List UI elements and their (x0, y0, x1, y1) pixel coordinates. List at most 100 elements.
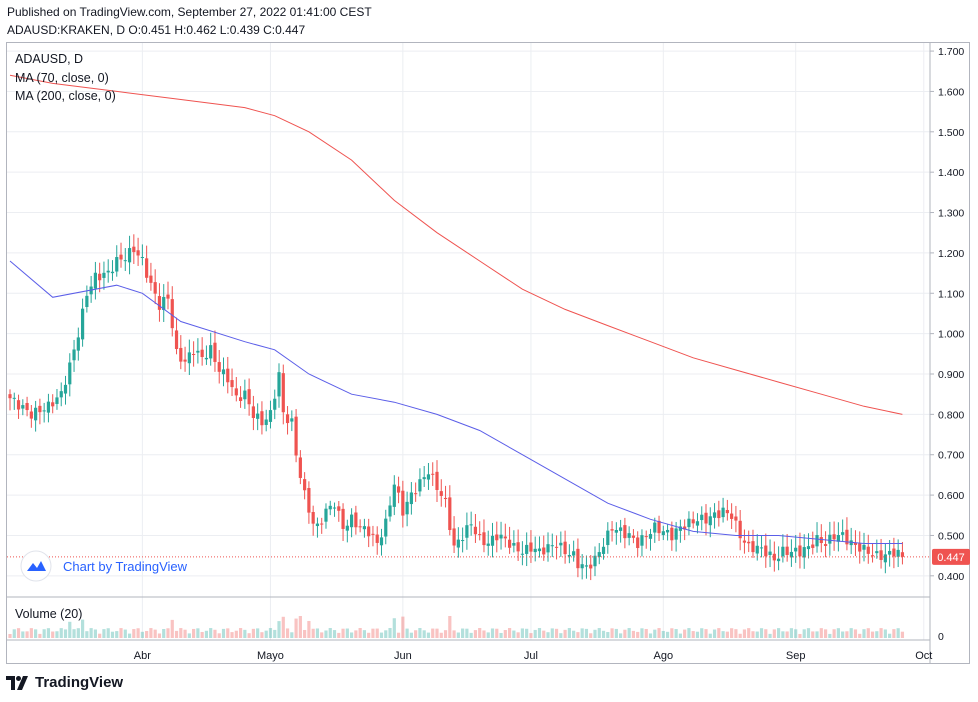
volume-bar (307, 620, 311, 638)
volume-bar (819, 628, 823, 638)
candle-body (512, 543, 516, 546)
candle-body (606, 530, 610, 546)
candle-body (422, 477, 426, 480)
volume-bar (179, 628, 183, 638)
tradingview-watermark[interactable]: Chart by TradingView (20, 550, 188, 582)
volume-bar (601, 630, 606, 638)
volume-bar (21, 631, 25, 638)
volume-bar (751, 631, 755, 638)
legend-volume: Volume (20) (15, 607, 82, 621)
y-tick-label: 0.900 (938, 369, 964, 381)
volume-bar (537, 628, 542, 638)
volume-bar (388, 628, 392, 638)
volume-bar (435, 628, 439, 638)
volume-bar (234, 630, 238, 638)
candle-body (315, 523, 320, 527)
candle-body (256, 413, 260, 419)
volume-bar (648, 633, 653, 638)
volume-bar (512, 630, 516, 638)
volume-bar (213, 629, 217, 638)
volume-bar (80, 619, 85, 638)
candle-body (98, 273, 102, 281)
volume-bar (883, 629, 887, 638)
volume-bar (8, 634, 12, 638)
candle-body (8, 394, 12, 399)
volume-bar (815, 631, 819, 638)
volume-bar (375, 628, 379, 638)
volume-bar (875, 631, 879, 638)
candle-body (738, 520, 742, 539)
volume-bar (712, 629, 717, 638)
volume-bar (405, 628, 409, 638)
candle-body (593, 555, 597, 567)
candle-body (619, 527, 623, 531)
volume-bar (734, 629, 738, 638)
candle-body (55, 397, 59, 404)
candle-body (85, 295, 89, 308)
volume-bar (567, 628, 571, 638)
volume-bar (610, 628, 614, 638)
volume-bar (243, 629, 247, 638)
candle-body (443, 497, 448, 500)
candle-body (328, 505, 332, 510)
candle-body (431, 473, 435, 475)
candle-body (495, 534, 499, 541)
candle-body (298, 457, 302, 478)
candle-body (119, 254, 123, 260)
volume-bar (670, 628, 674, 638)
candle-body (132, 246, 136, 253)
candle-body (170, 299, 174, 329)
volume-bar (900, 631, 905, 638)
volume-bar (341, 628, 345, 638)
candle-body (516, 542, 520, 552)
volume-bar (439, 632, 443, 638)
candle-body (777, 558, 781, 562)
candle-body (367, 526, 371, 537)
candle-body (708, 516, 712, 526)
x-tick-label: Ago (654, 650, 674, 662)
candle-body (597, 552, 601, 558)
candle-body (251, 406, 255, 418)
footer-brand[interactable]: TradingView (6, 674, 123, 691)
candle-body (384, 518, 388, 537)
volume-bar (683, 629, 687, 638)
cloud-icon (27, 561, 46, 571)
volume-bar (38, 633, 42, 638)
volume-bar (576, 632, 580, 638)
volume-bar (653, 629, 657, 638)
volume-bar (870, 631, 875, 638)
candle-body (576, 548, 580, 569)
published-header: Published on TradingView.com, September … (7, 5, 372, 19)
volume-bar (414, 630, 418, 638)
candle-body (234, 388, 238, 396)
candle-body (482, 532, 486, 546)
volume-bar (490, 628, 495, 638)
volume-bar (221, 628, 226, 638)
volume-bar (337, 632, 341, 638)
volume-bar (332, 630, 337, 638)
volume-bar (260, 632, 264, 638)
volume-bar (802, 629, 806, 638)
volume-bar (448, 616, 452, 638)
last-price-value: 0.447 (937, 552, 965, 564)
candle-body (789, 551, 794, 558)
candle-body (341, 508, 345, 529)
volume-bar (478, 628, 482, 638)
volume-bar (687, 628, 691, 638)
candle-body (12, 397, 16, 399)
volume-bar (418, 628, 422, 638)
volume-bar (674, 629, 678, 638)
volume-bar (695, 631, 700, 638)
volume-bar (290, 632, 294, 638)
volume-bar (862, 629, 866, 638)
candle-body (768, 551, 772, 555)
candle-body (567, 555, 571, 557)
candle-body (307, 488, 311, 513)
volume-bar (281, 616, 285, 638)
volume-bar (678, 633, 682, 638)
volume-bar (68, 621, 72, 638)
candle-body (123, 260, 127, 262)
candle-body (683, 526, 687, 530)
candle-body (678, 526, 682, 531)
